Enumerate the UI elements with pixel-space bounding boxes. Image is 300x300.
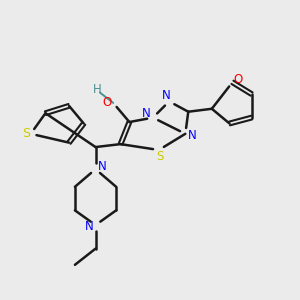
Text: H: H: [93, 82, 102, 95]
Text: S: S: [22, 127, 30, 140]
Text: O: O: [103, 96, 112, 110]
Text: N: N: [188, 129, 196, 142]
Text: O: O: [234, 73, 243, 86]
Text: N: N: [162, 89, 171, 102]
Text: N: N: [98, 160, 106, 173]
Text: N: N: [85, 220, 93, 233]
Text: N: N: [142, 107, 151, 120]
Text: S: S: [157, 150, 164, 163]
